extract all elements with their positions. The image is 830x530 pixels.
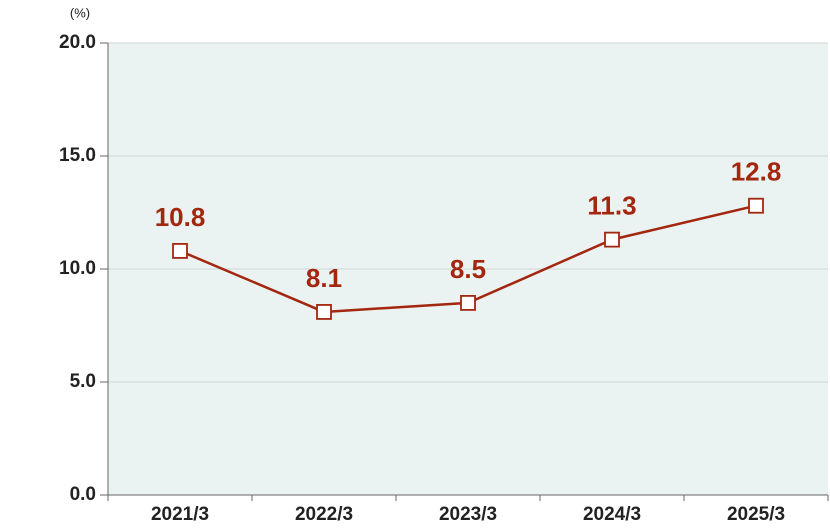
value-label: 10.8 (155, 202, 206, 232)
point-marker (604, 231, 620, 248)
value-label: 8.1 (306, 263, 342, 293)
y-tick-label: 5.0 (70, 371, 96, 392)
y-tick-label: 0.0 (70, 484, 96, 505)
x-tick-label: 2025/3 (727, 504, 785, 525)
x-tick-label: 2023/3 (439, 504, 497, 525)
x-tick-label: 2024/3 (583, 504, 641, 525)
y-tick-label: 20.0 (59, 32, 96, 53)
y-tick-label: 10.0 (59, 258, 96, 279)
point-marker (748, 197, 764, 214)
point-marker (172, 243, 188, 259)
value-label: 11.3 (587, 190, 636, 220)
point-marker (460, 294, 476, 311)
unit-label: (%) (70, 5, 90, 20)
x-tick-label: 2022/3 (295, 504, 353, 525)
y-tick-label: 15.0 (59, 145, 96, 166)
x-tick-label: 2021/3 (151, 504, 209, 525)
value-label: 8.5 (450, 254, 486, 284)
value-label: 12.8 (731, 157, 782, 187)
point-marker (316, 304, 332, 320)
